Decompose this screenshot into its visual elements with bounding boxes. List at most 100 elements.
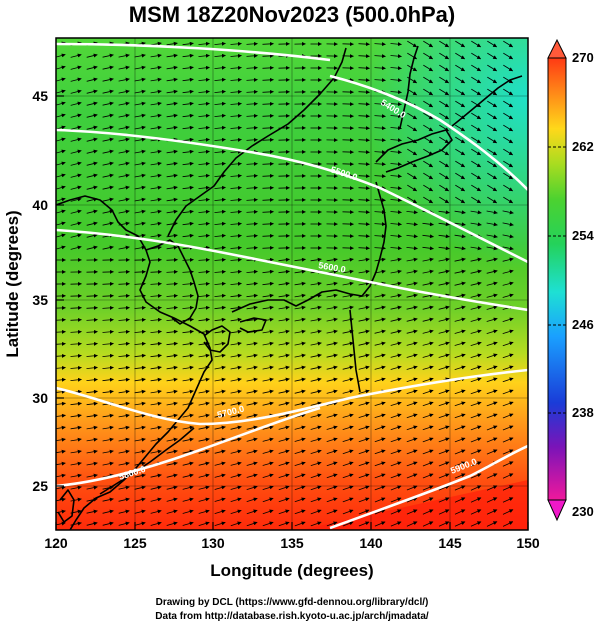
- wind-arrow: [262, 317, 274, 322]
- wind-arrow: [294, 461, 306, 466]
- wind-arrow: [454, 269, 466, 274]
- wind-arrow: [374, 138, 386, 143]
- wind-arrow: [182, 497, 194, 502]
- wind-arrow: [102, 449, 114, 454]
- wind-arrow: [278, 473, 290, 478]
- wind-arrow: [198, 473, 210, 478]
- wind-arrow: [182, 281, 194, 286]
- wind-arrow: [470, 305, 482, 310]
- wind-arrow: [423, 196, 434, 204]
- wind-arrow: [454, 246, 466, 251]
- wind-arrow: [118, 293, 130, 298]
- wind-arrow: [454, 293, 466, 298]
- wind-arrow: [102, 281, 114, 286]
- wind-arrow: [182, 113, 194, 118]
- wind-arrow: [422, 401, 434, 407]
- wind-arrow: [166, 413, 178, 418]
- wind-arrow: [502, 497, 514, 503]
- wind-arrow: [86, 485, 98, 490]
- wind-arrow: [342, 377, 354, 382]
- wind-arrow: [406, 341, 418, 346]
- wind-arrow: [406, 509, 418, 515]
- wind-arrow: [246, 161, 258, 166]
- wind-arrow: [374, 341, 386, 346]
- wind-arrow: [423, 52, 434, 60]
- wind-arrow: [214, 401, 226, 406]
- wind-arrow: [502, 377, 514, 383]
- wind-arrow: [310, 473, 322, 479]
- wind-arrow: [439, 52, 450, 60]
- colorbar-label: 270: [572, 50, 594, 65]
- wind-arrow: [70, 113, 82, 118]
- wind-arrow: [182, 353, 194, 358]
- wind-arrow: [150, 125, 162, 130]
- wind-arrow: [118, 65, 130, 70]
- wind-arrow: [182, 377, 194, 382]
- colorbar-min-triangle: [547, 499, 567, 522]
- wind-arrow: [278, 281, 290, 286]
- wind-arrow: [166, 161, 178, 166]
- wind-arrow: [358, 198, 370, 203]
- wind-arrow: [230, 257, 242, 262]
- wind-arrow: [246, 425, 258, 430]
- wind-arrow: [86, 425, 98, 430]
- wind-arrow: [102, 101, 114, 106]
- wind-arrow: [406, 377, 418, 382]
- wind-arrow: [390, 497, 402, 503]
- wind-arrow: [390, 353, 402, 358]
- wind-arrow: [86, 461, 98, 466]
- wind-arrow: [182, 473, 194, 478]
- wind-arrow: [358, 305, 370, 310]
- wind-arrow: [262, 521, 274, 527]
- wind-arrow: [390, 198, 402, 203]
- wind-arrow: [310, 509, 322, 515]
- wind-arrow: [390, 42, 402, 47]
- wind-arrow: [134, 377, 146, 382]
- wind-arrow: [502, 461, 514, 467]
- wind-arrow: [422, 449, 434, 455]
- wind-arrow: [134, 233, 146, 238]
- wind-arrow: [502, 449, 514, 455]
- wind-arrow: [118, 389, 130, 394]
- wind-arrow: [454, 389, 466, 395]
- wind-arrow: [230, 401, 242, 406]
- wind-arrow: [182, 53, 194, 58]
- wind-arrow: [262, 437, 274, 442]
- colorbar-max-triangle: [547, 38, 567, 59]
- wind-arrow: [406, 222, 418, 227]
- wind-arrow: [262, 113, 274, 118]
- wind-arrow: [439, 184, 450, 192]
- wind-arrow: [471, 40, 482, 48]
- wind-arrow: [342, 269, 354, 274]
- wind-arrow: [407, 172, 418, 180]
- x-tick-label: 120: [44, 535, 68, 551]
- wind-arrow: [198, 317, 210, 322]
- wind-arrow: [134, 149, 146, 154]
- contour-5500: [56, 128, 528, 264]
- wind-arrow: [182, 221, 194, 226]
- wind-arrow: [294, 293, 306, 298]
- wind-arrow: [358, 257, 370, 262]
- wind-arrow: [278, 425, 290, 430]
- wind-arrow: [390, 222, 402, 227]
- wind-arrow: [166, 65, 178, 70]
- wind-arrow: [150, 197, 162, 202]
- wind-arrow: [374, 377, 386, 382]
- wind-arrow: [439, 172, 450, 180]
- wind-arrow: [455, 196, 466, 204]
- wind-arrow: [134, 437, 146, 442]
- wind-arrow: [358, 78, 370, 83]
- wind-arrow: [182, 389, 194, 394]
- coastline-kuril-islands: [451, 75, 523, 127]
- wind-arrow: [407, 124, 418, 132]
- wind-arrow: [406, 257, 418, 262]
- wind-arrow: [166, 329, 178, 334]
- wind-arrow: [70, 329, 82, 334]
- wind-arrow: [470, 389, 482, 395]
- wind-arrow: [198, 389, 210, 394]
- wind-arrow: [486, 365, 498, 371]
- wind-arrow: [246, 437, 258, 442]
- wind-arrow: [134, 329, 146, 334]
- wind-arrow: [230, 389, 242, 394]
- wind-arrow: [150, 329, 162, 334]
